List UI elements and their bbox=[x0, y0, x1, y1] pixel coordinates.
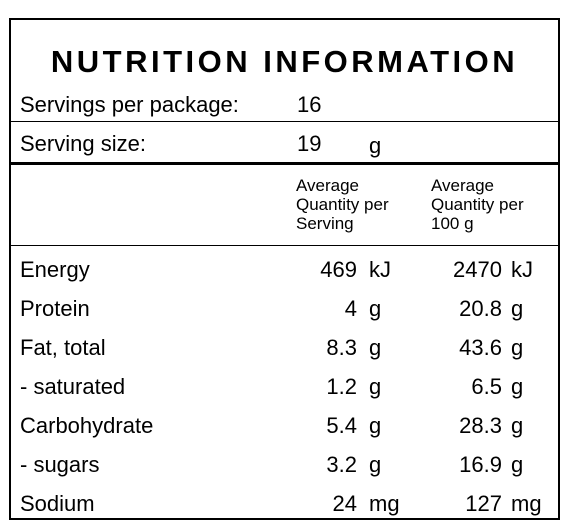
per-100g-unit: mg bbox=[511, 491, 542, 516]
nutrient-name: Carbohydrate bbox=[20, 413, 154, 438]
per-serving-value: 4 bbox=[344, 296, 357, 321]
nutrient-name: Fat, total bbox=[20, 335, 106, 360]
per-serving-unit: g bbox=[369, 452, 382, 477]
serving-size-unit: g bbox=[369, 133, 382, 158]
per-100g-value: 20.8 bbox=[459, 296, 502, 321]
per-100g-value: 16.9 bbox=[459, 452, 502, 477]
nutrient-name: - sugars bbox=[20, 452, 100, 477]
per-100g-value: 6.5 bbox=[471, 374, 502, 399]
divider-thick bbox=[11, 162, 558, 165]
per-100g-value: 2470 bbox=[453, 257, 502, 282]
serving-size-value: 19 bbox=[297, 131, 322, 156]
nutrition-panel: NUTRITION INFORMATION Servings per packa… bbox=[9, 18, 560, 520]
servings-value: 16 bbox=[297, 92, 322, 117]
nutrient-name: Energy bbox=[20, 257, 90, 282]
per-100g-value: 28.3 bbox=[459, 413, 502, 438]
per-serving-unit: g bbox=[369, 296, 382, 321]
per-serving-value: 5.4 bbox=[326, 413, 357, 438]
per-serving-value: 24 bbox=[332, 491, 357, 516]
per-100g-unit: g bbox=[511, 374, 524, 399]
per-serving-unit: mg bbox=[369, 491, 400, 516]
per-serving-unit: g bbox=[369, 374, 382, 399]
per-serving-value: 3.2 bbox=[326, 452, 357, 477]
per-100g-unit: kJ bbox=[511, 257, 533, 282]
col-header-per-100g: Average Quantity per 100 g bbox=[431, 176, 524, 233]
divider bbox=[11, 245, 558, 246]
per-100g-unit: g bbox=[511, 335, 524, 360]
per-serving-unit: kJ bbox=[369, 257, 391, 282]
nutrient-name: - saturated bbox=[20, 374, 126, 399]
per-100g-unit: g bbox=[511, 452, 524, 477]
per-serving-value: 1.2 bbox=[326, 374, 357, 399]
per-serving-unit: g bbox=[369, 413, 382, 438]
per-100g-unit: g bbox=[511, 296, 524, 321]
per-serving-unit: g bbox=[369, 335, 382, 360]
divider bbox=[11, 121, 558, 122]
per-100g-value: 127 bbox=[465, 491, 502, 516]
panel-title: NUTRITION INFORMATION bbox=[50, 44, 519, 79]
nutrient-name: Sodium bbox=[20, 491, 95, 516]
per-100g-value: 43.6 bbox=[459, 335, 502, 360]
servings-label: Servings per package: bbox=[20, 92, 239, 117]
per-serving-value: 469 bbox=[320, 257, 357, 282]
serving-size-label: Serving size: bbox=[20, 131, 146, 156]
nutrient-name: Protein bbox=[20, 296, 90, 321]
per-100g-unit: g bbox=[511, 413, 524, 438]
per-serving-value: 8.3 bbox=[326, 335, 357, 360]
col-header-per-serving: Average Quantity per Serving bbox=[296, 176, 389, 233]
